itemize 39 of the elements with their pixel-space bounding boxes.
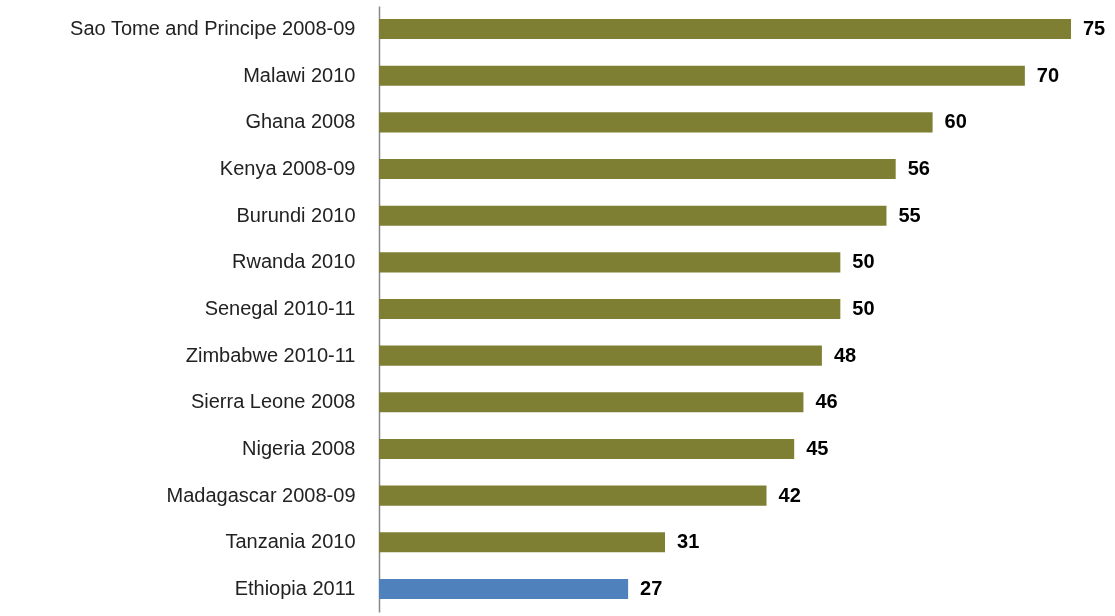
y-tick-label: Tanzania 2010 bbox=[225, 530, 356, 553]
bar bbox=[379, 19, 1071, 40]
data-label: 55 bbox=[898, 203, 921, 226]
y-tick-label: Malawi 2010 bbox=[243, 63, 356, 86]
bar bbox=[379, 392, 804, 413]
y-tick-label: Nigeria 2008 bbox=[242, 436, 356, 459]
y-tick-label: Sierra Leone 2008 bbox=[190, 390, 356, 413]
bar bbox=[379, 112, 933, 133]
y-tick-label: Ethiopia 2011 bbox=[234, 576, 356, 599]
bar bbox=[379, 159, 896, 180]
y-tick-label: Kenya 2008-09 bbox=[219, 157, 356, 180]
bar bbox=[379, 532, 666, 553]
y-tick-label: Zimbabwe 2010-11 bbox=[185, 343, 356, 366]
data-label: 75 bbox=[1083, 17, 1106, 40]
y-tick-label: Ghana 2008 bbox=[245, 110, 356, 133]
data-label: 56 bbox=[907, 157, 930, 180]
data-label: 48 bbox=[833, 343, 857, 366]
data-label: 50 bbox=[852, 297, 875, 319]
data-label: 60 bbox=[944, 110, 967, 133]
data-label: 46 bbox=[815, 390, 838, 413]
data-label: 42 bbox=[778, 483, 801, 506]
y-tick-label: Sao Tome and Principe 2008-09 bbox=[70, 17, 356, 40]
y-tick-label: Burundi 2010 bbox=[236, 203, 356, 226]
bar bbox=[379, 298, 841, 320]
bar bbox=[379, 345, 822, 366]
data-label: 45 bbox=[806, 436, 829, 459]
y-tick-label: Senegal 2010-11 bbox=[204, 297, 356, 319]
y-tick-label: Madagascar 2008-09 bbox=[166, 483, 356, 506]
bar bbox=[379, 252, 841, 273]
data-label: 31 bbox=[677, 530, 700, 553]
data-label: 50 bbox=[852, 250, 875, 273]
bar bbox=[379, 485, 767, 506]
bar bbox=[379, 205, 887, 226]
bar bbox=[379, 65, 1025, 86]
data-label: 27 bbox=[640, 576, 663, 599]
y-tick-label: Rwanda 2010 bbox=[232, 250, 356, 273]
data-label: 70 bbox=[1036, 63, 1060, 86]
bar bbox=[379, 438, 795, 459]
bar bbox=[379, 578, 629, 599]
